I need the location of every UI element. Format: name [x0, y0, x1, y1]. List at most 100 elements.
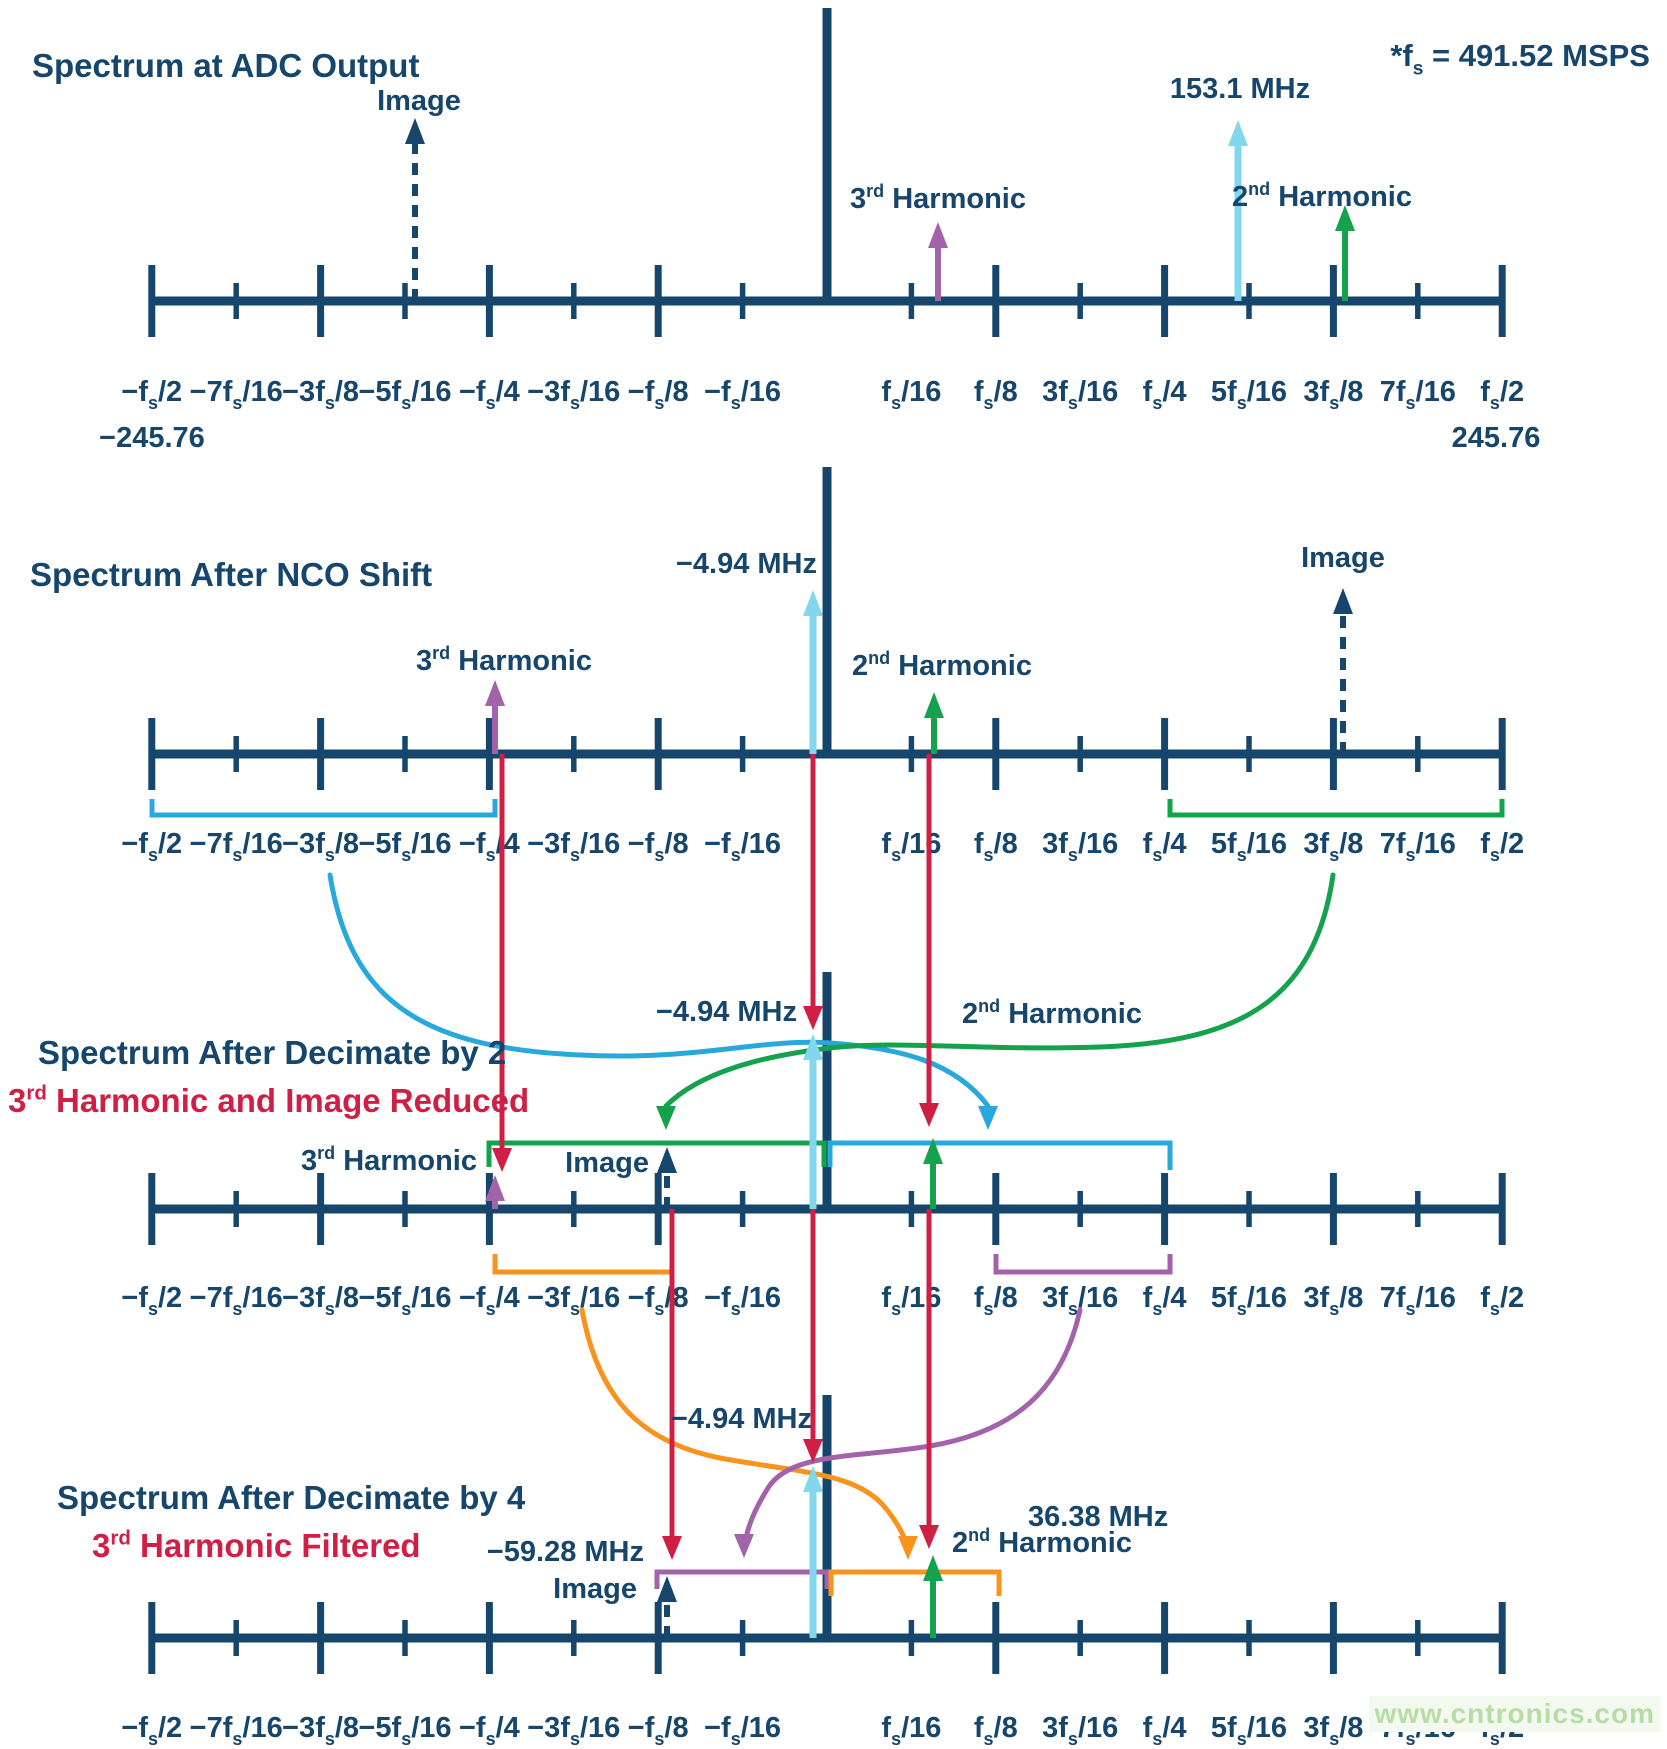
tick-label: −fs/16	[704, 1282, 781, 1319]
overlay-spectrum-after-decimate-by-2: 3rd Harmonic Image −4.94 MHz 2nd Harmonic Sp…	[8, 996, 1142, 1209]
fundamental-arrow-head	[803, 1466, 823, 1492]
tick-label: −7fs/16	[190, 1282, 283, 1319]
tick-label: −fs/2	[121, 1712, 182, 1749]
frequency-axis	[150, 1633, 1505, 1643]
third-harmonic-label: 3rd Harmonic	[850, 181, 1026, 215]
image-label: Image	[565, 1147, 649, 1179]
tick-label: −fs/16	[704, 376, 781, 413]
diagram-spectrum-after-decimate-by-2: −fs/2 −7fs/16 −3fs/8 −5fs/16 −fs/4 −3fs/16 −fs…	[121, 972, 1524, 1319]
image-shift-line-head	[662, 1536, 682, 1560]
fundamental-frequency-label: −4.94 MHz	[671, 1403, 812, 1435]
fundamental-shift-line-2-head	[803, 1439, 823, 1463]
folded-band-line-cyan	[827, 1140, 1173, 1170]
tick-label: −7fs/16	[190, 828, 283, 865]
second-harmonic-arrow-head	[924, 692, 944, 718]
third-harmonic-arrow-head	[928, 222, 948, 248]
overlay-spectrum-after-nco-shift: −4.94 MHz 3rd Harmonic 2nd Harmonic Image Sp…	[30, 542, 1385, 754]
upper-band-fold-curve-head	[734, 1534, 754, 1558]
second-harmonic-label: 2nd Harmonic	[952, 1525, 1132, 1559]
upper-band-fold-curve	[742, 1307, 1083, 1549]
second-harmonic-arrow-head	[923, 1138, 943, 1164]
tick-label: fs/2	[1480, 376, 1524, 413]
tick-label: −5fs/16	[358, 828, 451, 865]
third-harmonic-label: 3rd Harmonic	[416, 643, 592, 677]
third-harmonic-arrow-head	[485, 680, 505, 706]
tick-label: −5fs/16	[358, 1712, 451, 1749]
tick-label: −3fs/16	[527, 376, 620, 413]
tick-label: fs/8	[974, 376, 1018, 413]
tick-label: −fs/8	[628, 828, 689, 865]
tick-label: fs/8	[974, 828, 1018, 865]
title-decimate-by-2: Spectrum After Decimate by 2	[38, 1034, 506, 1071]
tick-label: −fs/8	[628, 1712, 689, 1749]
image-label: Image	[1301, 542, 1385, 574]
tick-label: fs/8	[974, 1282, 1018, 1319]
positive-band-bracket	[1167, 799, 1505, 818]
zero-frequency-line	[822, 8, 832, 301]
image-arrow-head	[405, 118, 425, 144]
tick-label: 3fs/8	[1303, 1282, 1363, 1319]
image-arrow-head	[1333, 588, 1353, 614]
tick-label: −fs/4	[459, 376, 520, 413]
fundamental-arrow-head	[1228, 120, 1248, 146]
title-decimate-by-4: Spectrum After Decimate by 4	[57, 1479, 526, 1516]
title-adc-output: Spectrum at ADC Output	[32, 47, 419, 84]
subtitle-decimate-by-4: 3rd Harmonic Filtered	[92, 1527, 421, 1565]
diagram-spectrum-after-nco-shift: −fs/2 −7fs/16 −3fs/8 −5fs/16 −fs/4 −3fs/16 −fs…	[121, 467, 1524, 865]
tick-label: fs/4	[1143, 1712, 1187, 1749]
image-label: Image	[377, 85, 461, 117]
fundamental-frequency-label: 153.1 MHz	[1170, 73, 1310, 105]
tick-label: 3fs/8	[1303, 376, 1363, 413]
third-harmonic-label: 3rd Harmonic	[301, 1143, 477, 1177]
second-harmonic-label: 2nd Harmonic	[852, 648, 1032, 682]
tick-label: −fs/2	[121, 1282, 182, 1319]
frequency-axis	[150, 296, 1505, 306]
fundamental-arrow-head	[803, 1034, 823, 1060]
zero-frequency-line	[822, 467, 832, 754]
third-harmonic-shift-line-head	[492, 1148, 512, 1172]
title-nco-shift: Spectrum After NCO Shift	[30, 556, 432, 593]
tick-label: −3fs/16	[527, 1282, 620, 1319]
axis-min-value: −245.76	[99, 422, 205, 454]
note-layer: *fs = 491.52 MSPS	[1390, 38, 1650, 79]
tick-label: 5fs/16	[1211, 1282, 1287, 1319]
second-harmonic-label: 2nd Harmonic	[1232, 179, 1412, 213]
fundamental-shift-line-head	[803, 1006, 823, 1030]
tick-label: fs/16	[881, 376, 941, 413]
tick-label: 3fs/16	[1042, 1282, 1118, 1319]
tick-label: 3fs/16	[1042, 1712, 1118, 1749]
fundamental-arrow-head	[803, 590, 823, 616]
lower-band-bracket	[492, 1254, 675, 1275]
tick-label: −fs/2	[121, 828, 182, 865]
second-harmonic-arrow-head	[1335, 205, 1355, 231]
diagram-spectrum-after-decimate-by-4: −fs/2 −7fs/16 −3fs/8 −5fs/16 −fs/4 −3fs/16 −fs…	[121, 1395, 1524, 1749]
tick-label: −3fs/16	[527, 828, 620, 865]
tick-label: 3fs/16	[1042, 828, 1118, 865]
tick-label: −fs/16	[704, 828, 781, 865]
tick-label: 5fs/16	[1211, 376, 1287, 413]
image-label: Image	[553, 1573, 637, 1605]
tick-label: −3fs/8	[282, 376, 359, 413]
folded-band-line-orange	[828, 1569, 1002, 1596]
fold-curves-layer	[327, 872, 1336, 1560]
second-harmonic-frequency-label: 36.38 MHz	[1028, 1501, 1168, 1533]
tick-label: 5fs/16	[1211, 828, 1287, 865]
negative-band-bracket	[149, 799, 498, 818]
tick-label: fs/2	[1480, 828, 1524, 865]
overlay-spectrum-at-adc-output: Image 3rd Harmonic 153.1 MHz 2nd Harmonic Sp…	[32, 47, 1412, 301]
tick-label: 3fs/16	[1042, 376, 1118, 413]
tick-label: −7fs/16	[190, 376, 283, 413]
tick-label: −3fs/16	[527, 1712, 620, 1749]
tick-label: 7fs/16	[1380, 828, 1456, 865]
tick-label: −5fs/16	[358, 1282, 451, 1319]
tick-label: −fs/4	[459, 828, 520, 865]
third-harmonic-arrow-head	[485, 1175, 505, 1201]
zero-frequency-line	[822, 972, 832, 1209]
tick-label: fs/4	[1143, 1282, 1187, 1319]
positive-band-fold-curve	[663, 872, 1336, 1109]
tick-label: 3fs/8	[1303, 828, 1363, 865]
tick-label: fs/16	[881, 1282, 941, 1319]
tick-label: fs/16	[881, 1712, 941, 1749]
